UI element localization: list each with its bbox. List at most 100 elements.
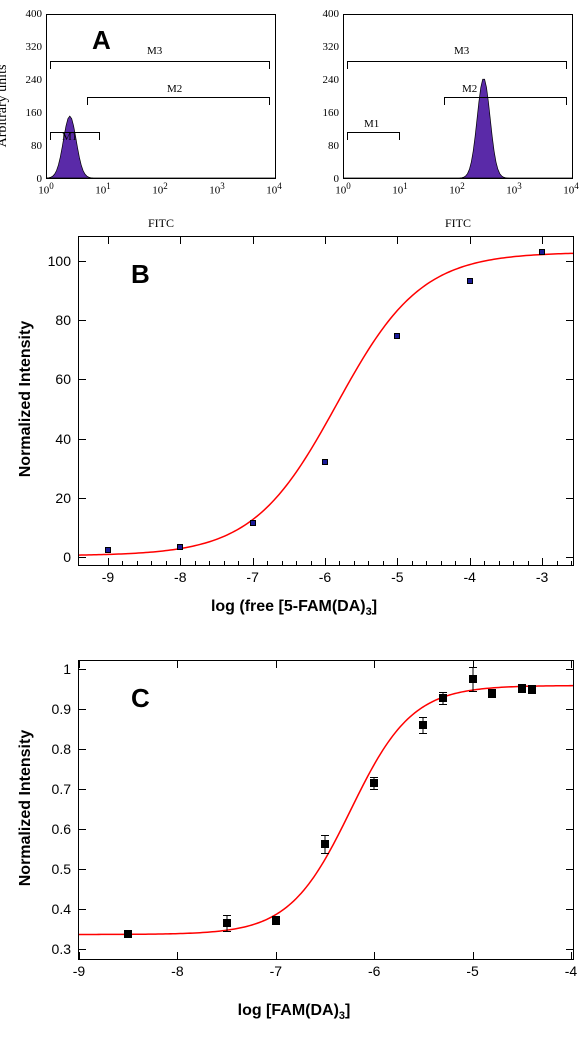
panel-a-left-x-ticks: 100101102103104	[46, 181, 276, 195]
minor-tick	[166, 561, 167, 565]
tick	[276, 952, 277, 959]
tick	[79, 952, 80, 959]
error-cap	[518, 692, 526, 693]
tick	[79, 909, 86, 910]
data-point	[539, 249, 545, 255]
x-tick-label: -4	[463, 569, 475, 585]
tick	[566, 709, 573, 710]
panel-a-right-gate-m2	[444, 97, 567, 98]
y-tick-label: 100	[48, 253, 71, 269]
x-tick-label: -3	[536, 569, 548, 585]
y-tick-label: 0	[63, 549, 71, 565]
panel-b-x-title-prefix: log (free [5-FAM(DA)	[211, 598, 366, 615]
panel-a-right-gate-m3	[347, 61, 567, 62]
tick-label: 80	[309, 140, 339, 152]
tick	[566, 869, 573, 870]
tick-label: 160	[12, 107, 42, 119]
data-point	[488, 689, 496, 697]
tick	[566, 669, 573, 670]
data-point	[370, 779, 378, 787]
panel-a-right-gate-m2-label: M2	[462, 83, 477, 95]
data-point	[394, 333, 400, 339]
tick-label: 240	[12, 74, 42, 86]
tick	[566, 829, 573, 830]
panel-b-x-axis-title: log (free [5-FAM(DA)3]	[211, 598, 377, 618]
error-cap	[223, 915, 231, 916]
tick	[566, 379, 573, 380]
tick	[253, 237, 254, 244]
tick	[79, 869, 86, 870]
x-tick-label: -6	[319, 569, 331, 585]
minor-tick	[412, 561, 413, 565]
y-tick-label: 1	[63, 661, 71, 677]
tick	[473, 952, 474, 959]
error-cap	[439, 692, 447, 693]
minor-tick	[455, 561, 456, 565]
minor-tick	[484, 561, 485, 565]
panel-c-x-title-prefix: log [FAM(DA)	[238, 1002, 339, 1019]
tick	[470, 558, 471, 565]
tick	[566, 949, 573, 950]
panel-c-svg	[79, 661, 573, 959]
minor-tick	[557, 561, 558, 565]
tick	[566, 498, 573, 499]
error-cap	[439, 704, 447, 705]
data-point	[223, 919, 231, 927]
error-cap	[370, 777, 378, 778]
data-point	[518, 684, 526, 692]
data-point	[528, 685, 536, 693]
panel-c-letter: C	[131, 683, 150, 714]
data-point	[272, 916, 280, 924]
panel-c-x-axis-title: log [FAM(DA)3]	[238, 1002, 351, 1022]
tick	[177, 952, 178, 959]
minor-tick	[368, 561, 369, 565]
error-cap	[528, 693, 536, 694]
y-tick-label: 0.6	[52, 821, 71, 837]
data-point	[469, 675, 477, 683]
y-tick-label: 0.4	[52, 901, 71, 917]
panel-a-left-plot: M3 M2 M1 A	[46, 14, 276, 179]
error-cap	[469, 667, 477, 668]
tick-label: 103	[209, 181, 225, 197]
tick	[79, 661, 80, 668]
tick	[79, 320, 86, 321]
panel-a-letter: A	[92, 25, 111, 56]
error-cap	[321, 853, 329, 854]
data-point	[124, 930, 132, 938]
minor-tick	[441, 561, 442, 565]
minor-tick	[311, 561, 312, 565]
data-point	[419, 721, 427, 729]
tick	[566, 320, 573, 321]
tick-label: 80	[12, 140, 42, 152]
minor-tick	[151, 561, 152, 565]
data-point	[250, 520, 256, 526]
minor-tick	[209, 561, 210, 565]
panel-b-x-title-suffix: ]	[372, 598, 377, 615]
y-tick-label: 0.3	[52, 941, 71, 957]
panel-a-left-gate-m2	[87, 97, 270, 98]
tick	[566, 749, 573, 750]
minor-tick	[513, 561, 514, 565]
minor-tick	[383, 561, 384, 565]
figure-page: Arbitrary units 080160240320400 M3 M2 M1…	[0, 0, 588, 1050]
error-cap	[488, 697, 496, 698]
tick	[470, 237, 471, 244]
minor-tick	[224, 561, 225, 565]
x-tick-label: -7	[246, 569, 258, 585]
tick	[571, 952, 572, 959]
x-tick-label: -9	[102, 569, 114, 585]
tick	[177, 661, 178, 668]
panel-c-x-title-suffix: ]	[345, 1002, 350, 1019]
tick	[325, 558, 326, 565]
y-tick-label: 20	[55, 490, 71, 506]
tick	[79, 439, 86, 440]
panel-a-left-wrap: Arbitrary units 080160240320400 M3 M2 M1…	[8, 6, 283, 206]
error-cap	[272, 924, 280, 925]
panel-b-y-axis-title: Normalized Intensity	[17, 321, 35, 477]
tick	[566, 557, 573, 558]
minor-tick	[426, 561, 427, 565]
minor-tick	[137, 561, 138, 565]
minor-tick	[238, 561, 239, 565]
tick-label: 101	[95, 181, 111, 197]
tick-label: 320	[309, 41, 339, 53]
